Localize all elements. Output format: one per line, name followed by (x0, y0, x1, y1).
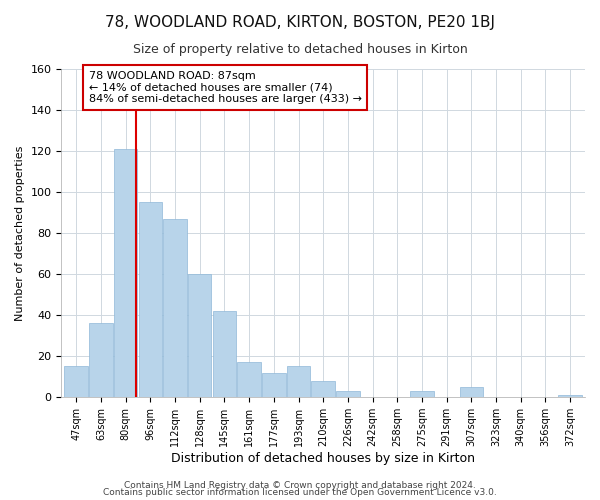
Bar (212, 311, 236, 397)
Bar (559, 395, 582, 397)
Bar (114, 149, 137, 397)
Bar (262, 372, 286, 397)
Text: Contains HM Land Registry data © Crown copyright and database right 2024.: Contains HM Land Registry data © Crown c… (124, 480, 476, 490)
Bar (311, 381, 335, 397)
Bar (89, 324, 113, 397)
Text: 78, WOODLAND ROAD, KIRTON, BOSTON, PE20 1BJ: 78, WOODLAND ROAD, KIRTON, BOSTON, PE20 … (105, 15, 495, 30)
Bar (287, 366, 310, 397)
Text: Size of property relative to detached houses in Kirton: Size of property relative to detached ho… (133, 42, 467, 56)
Bar (336, 391, 359, 397)
Bar (139, 202, 162, 397)
Bar (64, 366, 88, 397)
Y-axis label: Number of detached properties: Number of detached properties (15, 146, 25, 321)
Bar (188, 274, 211, 397)
Text: Contains public sector information licensed under the Open Government Licence v3: Contains public sector information licen… (103, 488, 497, 497)
Bar (238, 362, 261, 397)
Bar (410, 391, 434, 397)
Text: 78 WOODLAND ROAD: 87sqm
← 14% of detached houses are smaller (74)
84% of semi-de: 78 WOODLAND ROAD: 87sqm ← 14% of detache… (89, 71, 362, 104)
X-axis label: Distribution of detached houses by size in Kirton: Distribution of detached houses by size … (171, 452, 475, 465)
Bar (460, 387, 483, 397)
Bar (163, 219, 187, 397)
